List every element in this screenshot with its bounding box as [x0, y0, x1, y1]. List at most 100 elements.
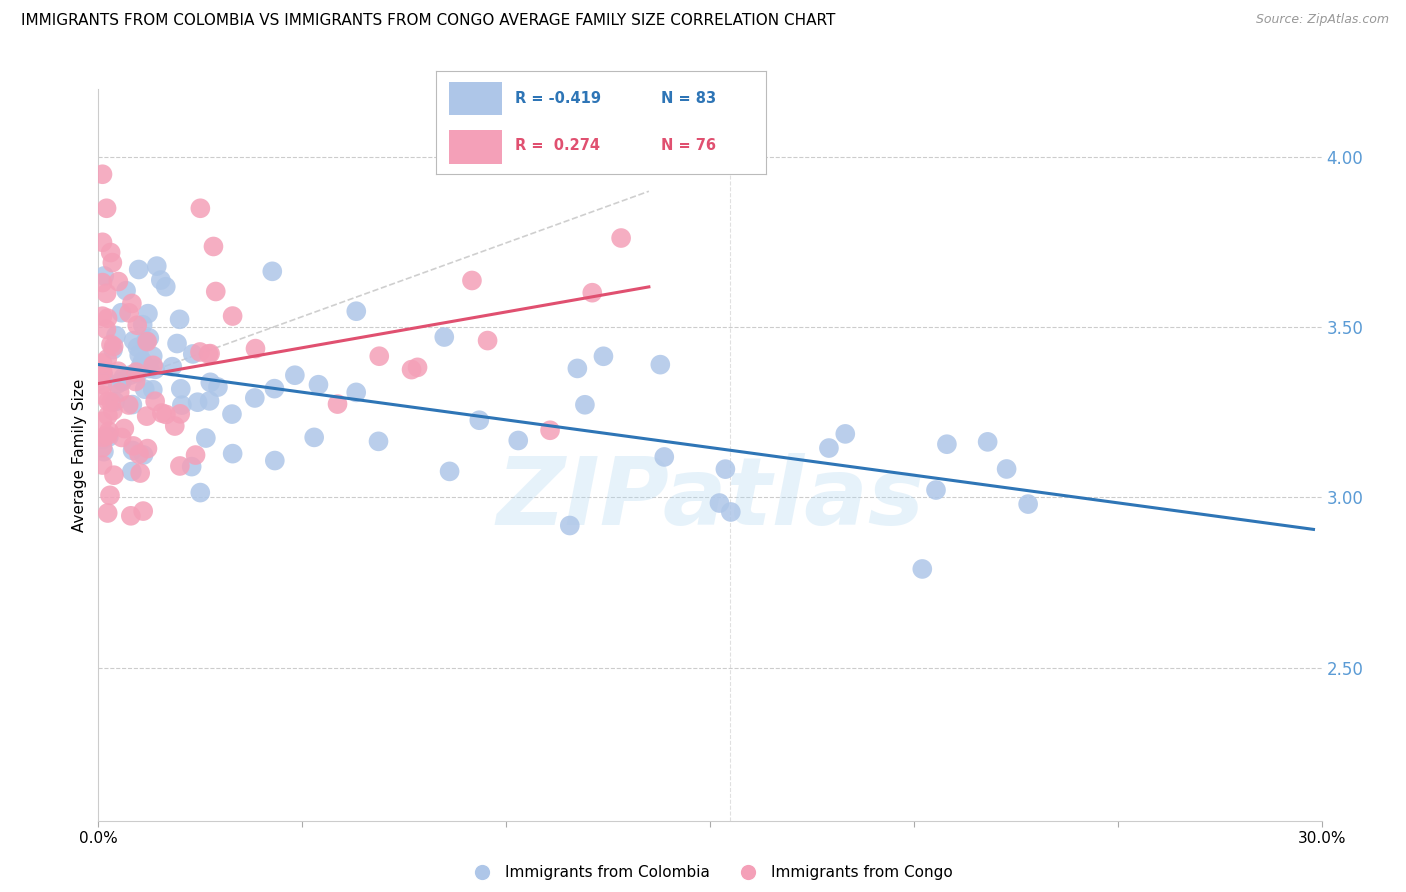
- Point: [187, 395, 209, 409]
- Y-axis label: Average Family Size: Average Family Size: [72, 378, 87, 532]
- Point: [720, 505, 742, 519]
- Bar: [449, 81, 502, 115]
- Point: [132, 448, 155, 462]
- Point: [995, 462, 1018, 476]
- Point: [207, 380, 229, 394]
- Point: [100, 337, 122, 351]
- Point: [149, 273, 172, 287]
- Point: [96, 322, 118, 336]
- Point: [127, 340, 149, 354]
- Point: [180, 459, 202, 474]
- Point: [118, 398, 141, 412]
- Point: [508, 434, 530, 448]
- Point: [302, 430, 325, 444]
- Point: [101, 255, 124, 269]
- Point: [610, 231, 633, 245]
- Point: [93, 444, 115, 458]
- Point: [105, 328, 128, 343]
- Point: [367, 434, 389, 449]
- Point: [468, 413, 491, 427]
- Point: [143, 362, 166, 376]
- Point: [169, 407, 191, 421]
- Point: [146, 259, 169, 273]
- Point: [91, 309, 114, 323]
- Point: [202, 239, 225, 253]
- Point: [96, 351, 118, 366]
- Point: [200, 376, 222, 390]
- Text: ZIPatlas: ZIPatlas: [496, 453, 924, 545]
- Point: [221, 447, 243, 461]
- Legend: Immigrants from Colombia, Immigrants from Congo: Immigrants from Colombia, Immigrants fro…: [461, 859, 959, 886]
- Text: N = 76: N = 76: [661, 138, 716, 153]
- Point: [150, 406, 173, 420]
- Point: [169, 312, 191, 326]
- Point: [96, 286, 118, 301]
- Point: [197, 347, 219, 361]
- Point: [121, 398, 143, 412]
- Point: [108, 385, 131, 400]
- Point: [98, 425, 121, 439]
- Point: [204, 285, 226, 299]
- Point: [100, 395, 122, 409]
- Point: [107, 364, 129, 378]
- Point: [91, 363, 114, 377]
- Point: [103, 339, 125, 353]
- Point: [935, 437, 957, 451]
- Point: [135, 334, 157, 348]
- Point: [555, 148, 578, 162]
- Point: [121, 443, 143, 458]
- Point: [221, 309, 243, 323]
- Point: [1017, 497, 1039, 511]
- Point: [107, 376, 129, 391]
- Point: [129, 359, 152, 373]
- Point: [111, 375, 134, 389]
- Text: Source: ZipAtlas.com: Source: ZipAtlas.com: [1256, 13, 1389, 27]
- Point: [91, 430, 114, 444]
- Point: [128, 348, 150, 362]
- Point: [127, 318, 149, 333]
- Point: [538, 423, 561, 437]
- Point: [344, 304, 367, 318]
- Text: R =  0.274: R = 0.274: [515, 138, 600, 153]
- Point: [170, 398, 193, 412]
- Point: [284, 368, 307, 383]
- Point: [976, 434, 998, 449]
- Point: [112, 421, 135, 435]
- Point: [131, 354, 153, 368]
- Text: N = 83: N = 83: [661, 91, 716, 106]
- Point: [326, 397, 349, 411]
- Point: [368, 349, 391, 363]
- Point: [91, 388, 114, 402]
- Point: [142, 349, 165, 363]
- Point: [91, 433, 114, 447]
- Point: [433, 330, 456, 344]
- Point: [91, 441, 114, 455]
- Point: [91, 458, 114, 472]
- Point: [344, 385, 367, 400]
- Point: [131, 318, 153, 332]
- Point: [142, 359, 165, 373]
- Point: [262, 264, 284, 278]
- Point: [91, 356, 114, 370]
- Text: IMMIGRANTS FROM COLOMBIA VS IMMIGRANTS FROM CONGO AVERAGE FAMILY SIZE CORRELATIO: IMMIGRANTS FROM COLOMBIA VS IMMIGRANTS F…: [21, 13, 835, 29]
- Point: [93, 368, 115, 383]
- Point: [91, 235, 114, 250]
- Point: [170, 382, 193, 396]
- Point: [93, 268, 115, 283]
- Point: [122, 439, 145, 453]
- Text: R = -0.419: R = -0.419: [515, 91, 602, 106]
- Point: [122, 334, 145, 348]
- Point: [162, 359, 184, 374]
- Point: [101, 403, 124, 417]
- Point: [184, 448, 207, 462]
- Point: [91, 366, 114, 380]
- Point: [134, 382, 156, 396]
- Point: [155, 408, 177, 422]
- Point: [97, 394, 120, 409]
- Point: [834, 426, 856, 441]
- Point: [439, 464, 461, 478]
- Point: [155, 279, 177, 293]
- Point: [97, 428, 120, 442]
- Point: [101, 343, 124, 357]
- Point: [163, 419, 186, 434]
